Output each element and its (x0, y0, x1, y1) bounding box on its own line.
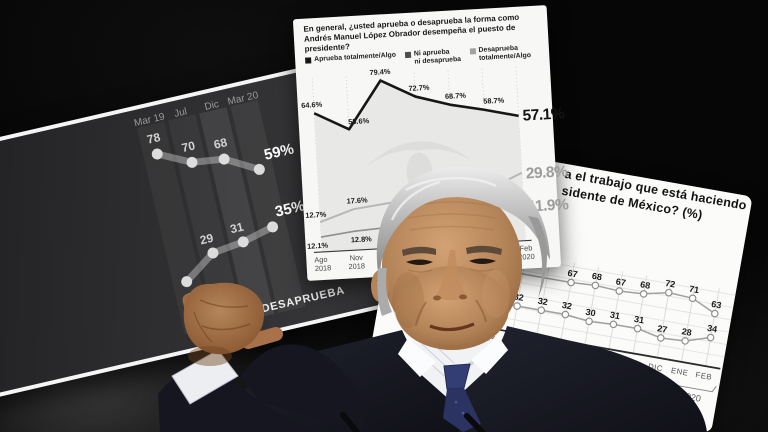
portrait-photo (158, 166, 707, 432)
svg-text:64.6%: 64.6% (301, 100, 323, 110)
svg-text:ENE: ENE (670, 366, 689, 378)
svg-text:31: 31 (609, 310, 621, 322)
svg-text:31: 31 (229, 220, 245, 237)
svg-text:31: 31 (633, 314, 645, 326)
svg-text:12.8%: 12.8% (351, 234, 373, 244)
legend-swatch-desaprueba (469, 48, 476, 55)
nose (436, 250, 466, 301)
palm (183, 282, 265, 355)
svg-text:67: 67 (615, 276, 627, 288)
svg-text:55.6%: 55.6% (348, 116, 370, 126)
svg-text:70: 70 (180, 138, 196, 155)
face (371, 166, 550, 350)
svg-text:32: 32 (561, 300, 573, 312)
legend-item-ni-aprueba: Ni aprueba ni desaprueba (404, 48, 462, 67)
svg-text:71: 71 (688, 284, 700, 296)
svg-text:34: 34 (706, 323, 718, 335)
hair (376, 166, 550, 272)
eye-left (406, 259, 433, 265)
svg-text:59%: 59% (262, 140, 295, 163)
svg-text:32: 32 (537, 296, 549, 308)
eyebrow-left (402, 246, 436, 256)
svg-text:68.7%: 68.7% (445, 91, 467, 101)
svg-text:27: 27 (657, 323, 669, 335)
svg-text:Jul: Jul (173, 106, 188, 120)
svg-text:58.7%: 58.7% (483, 96, 505, 106)
svg-text:FEB: FEB (695, 370, 713, 382)
svg-text:68: 68 (591, 271, 603, 283)
svg-text:68: 68 (212, 135, 228, 152)
svg-text:57.1%: 57.1% (522, 105, 565, 124)
svg-text:32: 32 (513, 291, 525, 303)
svg-text:12.7%: 12.7% (305, 210, 327, 220)
eyebrow-right (466, 245, 502, 255)
svg-text:12.1%: 12.1% (307, 241, 329, 251)
svg-text:78: 78 (146, 130, 162, 147)
legend-swatch-aprueba (305, 57, 312, 64)
svg-text:68: 68 (639, 279, 651, 291)
svg-text:30: 30 (585, 307, 597, 319)
svg-text:29.8%: 29.8% (525, 163, 568, 182)
legend-item-desaprueba: Desaprueba totalmente/Algo (469, 44, 531, 63)
shirt-cuff (171, 349, 239, 405)
microphone-icons (340, 412, 485, 432)
svg-text:72: 72 (665, 278, 677, 290)
svg-text:72.7%: 72.7% (408, 83, 430, 93)
svg-text:28: 28 (681, 326, 693, 338)
svg-text:Nov2018: Nov2018 (348, 253, 365, 271)
raised-hand (158, 282, 362, 432)
svg-text:Feb2020: Feb2020 (518, 243, 535, 261)
svg-text:DIC: DIC (647, 362, 663, 373)
svg-text:35%: 35% (273, 197, 306, 220)
svg-text:17.6%: 17.6% (346, 195, 368, 205)
svg-text:Ago2018: Ago2018 (314, 255, 331, 273)
svg-text:Dic: Dic (204, 99, 221, 113)
svg-text:29: 29 (199, 231, 215, 248)
legend-swatch-ni-aprueba (404, 51, 412, 59)
svg-text:79.4%: 79.4% (369, 67, 391, 77)
eye-right (469, 258, 496, 264)
svg-text:63: 63 (711, 299, 723, 311)
mouth (429, 322, 475, 332)
svg-text:67: 67 (567, 268, 579, 280)
